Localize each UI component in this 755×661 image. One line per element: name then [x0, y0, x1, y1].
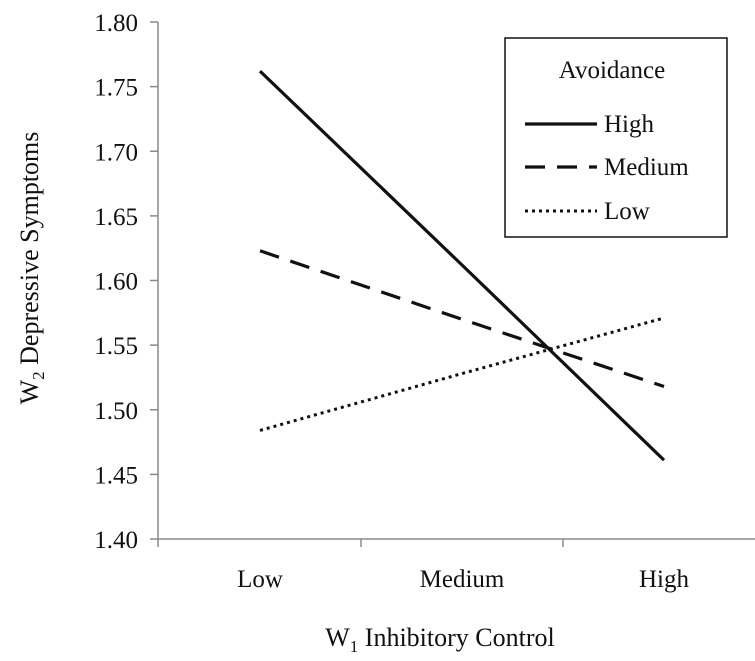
y-tick-label: 1.45 [94, 462, 138, 489]
x-tick-label: Low [237, 566, 283, 593]
series-line-low [259, 316, 665, 432]
x-tick-label: High [639, 566, 690, 593]
series-line-medium [259, 249, 665, 389]
legend-label-low: Low [604, 198, 650, 225]
legend-items: High Medium Low [525, 111, 689, 225]
y-tick-label: 1.50 [94, 398, 138, 425]
y-tick-label: 1.60 [94, 269, 138, 296]
x-axis-title: W1 Inhibitory Control [325, 623, 554, 656]
series-line-high [258, 69, 666, 462]
x-tick-label: Medium [420, 566, 505, 593]
y-tick-label: 1.75 [94, 75, 138, 102]
y-tick-label: 1.65 [94, 204, 138, 231]
legend-label-medium: Medium [604, 154, 689, 181]
legend: Avoidance High Medium Low [504, 37, 728, 238]
series-lines [258, 69, 666, 462]
legend-title: Avoidance [559, 57, 665, 84]
y-tick-label: 1.40 [94, 527, 138, 554]
y-tick-label: 1.70 [94, 139, 138, 166]
y-ticks: 1.40 1.45 1.50 1.55 1.60 1.65 1.70 1.75 1.80 [94, 10, 158, 554]
legend-label-high: High [604, 111, 655, 138]
y-axis-title: W2 Depressive Symptoms [15, 132, 48, 405]
y-tick-label: 1.55 [94, 333, 138, 360]
x-ticks: Low Medium High [157, 539, 690, 593]
legend-box [504, 37, 728, 238]
y-tick-label: 1.80 [94, 10, 138, 37]
